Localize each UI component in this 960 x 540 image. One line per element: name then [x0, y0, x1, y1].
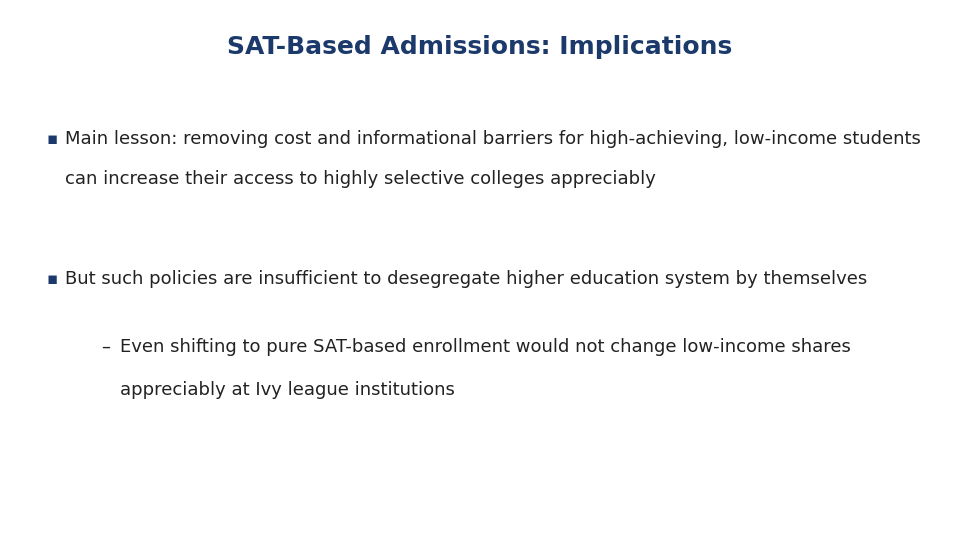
Text: ▪: ▪ — [46, 130, 58, 147]
Text: Main lesson: removing cost and informational barriers for high-achieving, low-in: Main lesson: removing cost and informati… — [65, 130, 922, 147]
Text: But such policies are insufficient to desegregate higher education system by the: But such policies are insufficient to de… — [65, 270, 868, 288]
Text: ▪: ▪ — [46, 270, 58, 288]
Text: –: – — [101, 338, 109, 355]
Text: appreciably at Ivy league institutions: appreciably at Ivy league institutions — [120, 381, 455, 399]
Text: SAT-Based Admissions: Implications: SAT-Based Admissions: Implications — [228, 35, 732, 59]
Text: Even shifting to pure SAT-based enrollment would not change low-income shares: Even shifting to pure SAT-based enrollme… — [120, 338, 851, 355]
Text: can increase their access to highly selective colleges appreciably: can increase their access to highly sele… — [65, 170, 656, 188]
